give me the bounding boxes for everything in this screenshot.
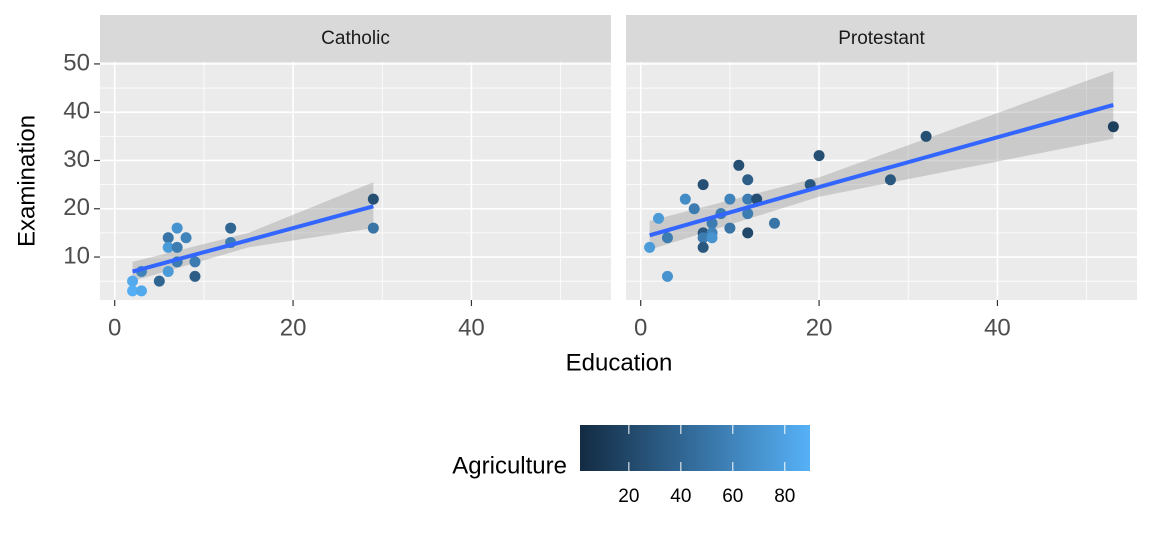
point: [733, 159, 745, 171]
point: [813, 150, 825, 162]
point: [742, 174, 754, 186]
point: [171, 241, 183, 253]
legend-title: Agriculture: [452, 452, 567, 479]
point: [688, 203, 700, 215]
point: [162, 241, 174, 253]
y-tick-label: 50: [63, 49, 90, 76]
strip-title: Protestant: [838, 28, 925, 49]
point: [884, 174, 896, 186]
point: [661, 232, 673, 244]
y-tick-label: 40: [63, 98, 90, 125]
smooth-line: [649, 103, 1114, 238]
point: [127, 285, 139, 297]
point: [706, 217, 718, 229]
x-tick-label: 0: [634, 314, 647, 341]
point: [697, 241, 709, 253]
colorbar-tick-label: 40: [670, 486, 691, 507]
point: [162, 266, 174, 278]
point: [742, 193, 754, 205]
point: [153, 275, 165, 287]
point: [1107, 121, 1119, 133]
x-tick-label: 40: [458, 314, 485, 341]
colorbar-tick-label: 20: [618, 486, 639, 507]
point: [751, 193, 763, 205]
x-axis-title: Education: [566, 349, 673, 376]
point: [742, 208, 754, 220]
point: [697, 232, 709, 244]
x-tick-label: 20: [806, 314, 833, 341]
x-tick-label: 40: [984, 314, 1011, 341]
point: [679, 193, 691, 205]
y-tick-label: 20: [63, 194, 90, 221]
point: [661, 270, 673, 282]
point: [171, 222, 183, 234]
x-tick-label: 0: [108, 314, 121, 341]
point: [742, 227, 754, 239]
point: [653, 212, 665, 224]
colorbar-tick-label: 60: [722, 486, 743, 507]
y-axis-title: Examination: [13, 115, 40, 247]
panel: [100, 62, 611, 300]
y-tick-label: 10: [63, 242, 90, 269]
point: [644, 241, 656, 253]
strip: [100, 15, 611, 62]
point: [367, 193, 379, 205]
point: [225, 222, 237, 234]
point: [180, 232, 192, 244]
point: [127, 275, 139, 287]
strip: [626, 15, 1137, 62]
point: [189, 256, 201, 268]
panel: [626, 62, 1137, 300]
x-tick-label: 20: [280, 314, 307, 341]
point: [768, 217, 780, 229]
strip-title: Catholic: [321, 28, 390, 49]
colorbar: [580, 425, 810, 471]
point: [724, 193, 736, 205]
point: [697, 179, 709, 191]
colorbar-tick-label: 80: [774, 486, 795, 507]
point: [706, 232, 718, 244]
point: [367, 222, 379, 234]
point: [920, 130, 932, 142]
y-tick-label: 30: [63, 146, 90, 173]
smooth-line: [132, 204, 374, 274]
point: [724, 222, 736, 234]
point: [135, 285, 147, 297]
point: [162, 232, 174, 244]
confidence-band: [649, 71, 1114, 250]
point: [189, 270, 201, 282]
